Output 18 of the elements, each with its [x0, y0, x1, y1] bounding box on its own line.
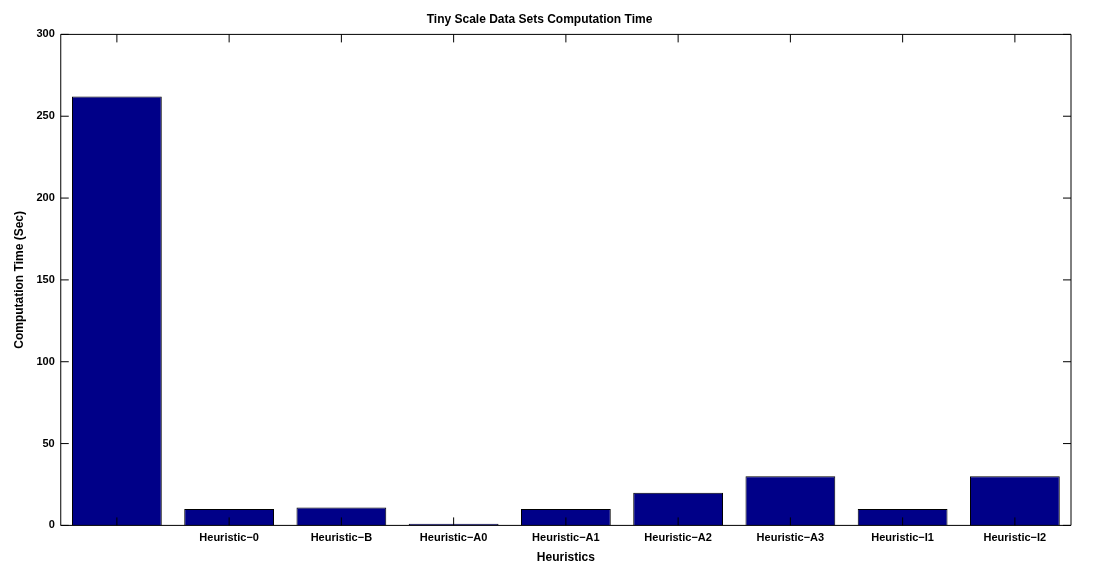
x-tick-label: Heuristic−A2 — [644, 531, 712, 544]
y-tick-label: 250 — [36, 109, 55, 122]
y-tick-label: 200 — [36, 191, 55, 204]
x-tick-label: Heuristic−A0 — [419, 531, 488, 544]
x-tick-label: Heuristic−B — [310, 531, 373, 544]
x-tick-label: Heuristic−0 — [199, 531, 259, 544]
x-tick-label: Heuristic−A1 — [532, 531, 600, 544]
x-tick-label: Heuristic−A3 — [756, 531, 825, 544]
y-tick-label: 50 — [42, 436, 55, 449]
x-tick-label: Heuristic−I2 — [983, 531, 1047, 544]
x-tick-label: Heuristic−I1 — [871, 531, 934, 544]
x-axis-title: Heuristics — [536, 550, 596, 565]
y-tick-label: 0 — [48, 518, 55, 531]
y-tick-label: 100 — [36, 354, 55, 367]
chart-title: Tiny Scale Data Sets Computation Time — [426, 11, 653, 26]
y-tick-label: 300 — [36, 27, 55, 40]
y-axis-title: Computation Time (Sec) — [11, 211, 26, 349]
y-tick-label: 150 — [36, 272, 55, 285]
